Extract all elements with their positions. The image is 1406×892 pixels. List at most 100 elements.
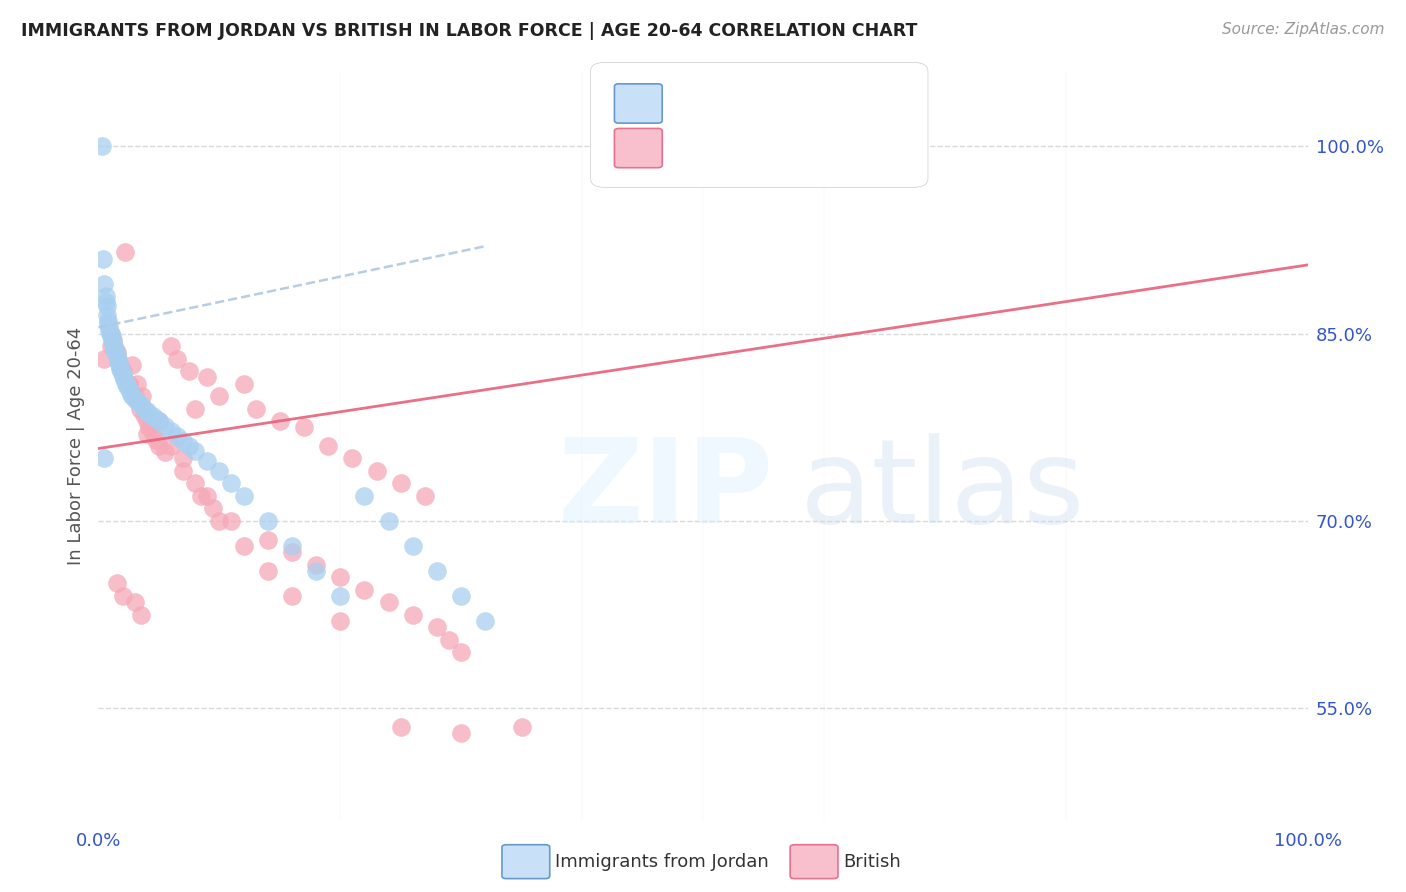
Y-axis label: In Labor Force | Age 20-64: In Labor Force | Age 20-64 (66, 326, 84, 566)
Point (91, 252, 114, 266)
Point (101, 333, 124, 347)
Point (118, 376, 141, 391)
Point (195, 370, 218, 384)
Point (100, 329, 122, 343)
Point (153, 445, 176, 459)
Point (134, 408, 156, 422)
Point (329, 614, 352, 628)
Point (256, 514, 278, 528)
Point (124, 595, 146, 609)
Point (281, 589, 304, 603)
Point (256, 564, 278, 578)
Point (510, 720, 533, 734)
Text: R = 0.180: R = 0.180 (672, 95, 762, 112)
Point (110, 364, 132, 378)
Point (97, 314, 120, 328)
Point (426, 564, 449, 578)
Point (115, 376, 138, 391)
Point (450, 645, 472, 659)
Point (190, 489, 212, 503)
Point (105, 348, 128, 362)
Point (127, 376, 149, 391)
Point (98, 320, 121, 334)
Point (124, 389, 146, 403)
Point (195, 454, 218, 468)
Point (142, 409, 165, 423)
Point (281, 545, 304, 559)
Point (100, 326, 122, 341)
Point (269, 414, 291, 428)
Point (104, 345, 127, 359)
Point (342, 451, 364, 466)
Point (353, 489, 375, 503)
Point (135, 404, 157, 418)
Point (97, 317, 120, 331)
Point (292, 420, 315, 434)
Text: ZIP: ZIP (558, 434, 773, 549)
Point (93, 451, 115, 466)
Point (128, 396, 150, 410)
Point (111, 369, 134, 384)
Point (426, 620, 449, 634)
Point (111, 589, 134, 603)
Point (160, 339, 183, 353)
Point (107, 354, 129, 368)
Point (160, 424, 183, 438)
Point (195, 489, 218, 503)
Point (94, 289, 117, 303)
Point (353, 582, 375, 597)
Point (129, 607, 152, 622)
Point (172, 434, 194, 448)
Point (166, 429, 188, 443)
Point (179, 439, 201, 453)
Point (103, 339, 125, 353)
Point (101, 335, 124, 350)
Point (474, 614, 496, 628)
Text: N = 71: N = 71 (799, 95, 862, 112)
Point (108, 359, 131, 373)
Point (101, 336, 124, 351)
Point (104, 343, 127, 357)
Point (450, 589, 472, 603)
Point (184, 401, 207, 416)
Point (127, 394, 149, 409)
Point (124, 392, 146, 406)
Point (145, 433, 167, 447)
Point (96, 299, 118, 313)
Point (100, 333, 122, 347)
Point (366, 464, 388, 478)
Point (118, 384, 141, 398)
Point (98, 324, 121, 338)
Point (112, 371, 135, 385)
Point (135, 426, 157, 441)
Point (145, 411, 167, 425)
Point (202, 501, 225, 516)
Point (172, 464, 194, 478)
Point (93, 351, 115, 366)
Point (166, 351, 188, 366)
Point (131, 389, 153, 403)
Point (232, 489, 254, 503)
Point (138, 420, 160, 434)
Text: atlas: atlas (800, 434, 1085, 549)
Point (108, 358, 131, 372)
Point (172, 451, 194, 466)
Point (402, 607, 425, 622)
Point (120, 386, 142, 401)
Point (413, 489, 436, 503)
Point (114, 374, 136, 388)
Point (153, 419, 176, 434)
Point (329, 589, 352, 603)
Point (437, 632, 460, 647)
Point (118, 382, 141, 396)
Point (121, 389, 143, 403)
Point (305, 564, 328, 578)
Point (128, 401, 150, 416)
Point (142, 426, 165, 441)
Point (108, 357, 131, 371)
Point (208, 464, 231, 478)
Point (100, 326, 122, 341)
Point (221, 476, 243, 491)
Point (329, 570, 352, 584)
Point (105, 576, 128, 591)
